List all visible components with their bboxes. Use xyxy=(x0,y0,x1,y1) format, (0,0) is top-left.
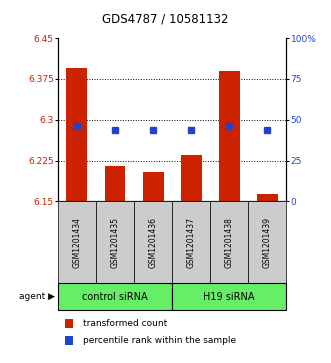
Text: GDS4787 / 10581132: GDS4787 / 10581132 xyxy=(102,13,229,26)
Text: GSM1201438: GSM1201438 xyxy=(225,217,234,268)
Bar xyxy=(219,71,240,201)
Text: GSM1201435: GSM1201435 xyxy=(111,217,119,268)
Text: GSM1201434: GSM1201434 xyxy=(72,217,81,268)
Bar xyxy=(181,155,202,201)
Text: H19 siRNA: H19 siRNA xyxy=(204,292,255,302)
Text: percentile rank within the sample: percentile rank within the sample xyxy=(83,336,236,345)
Bar xyxy=(67,68,87,201)
Text: transformed count: transformed count xyxy=(83,319,167,327)
Text: GSM1201436: GSM1201436 xyxy=(149,217,158,268)
Text: GSM1201439: GSM1201439 xyxy=(263,217,272,268)
Text: GSM1201437: GSM1201437 xyxy=(187,217,196,268)
Bar xyxy=(143,171,164,201)
Bar xyxy=(257,194,278,201)
Bar xyxy=(105,166,125,201)
Text: control siRNA: control siRNA xyxy=(82,292,148,302)
Text: agent ▶: agent ▶ xyxy=(19,292,55,301)
